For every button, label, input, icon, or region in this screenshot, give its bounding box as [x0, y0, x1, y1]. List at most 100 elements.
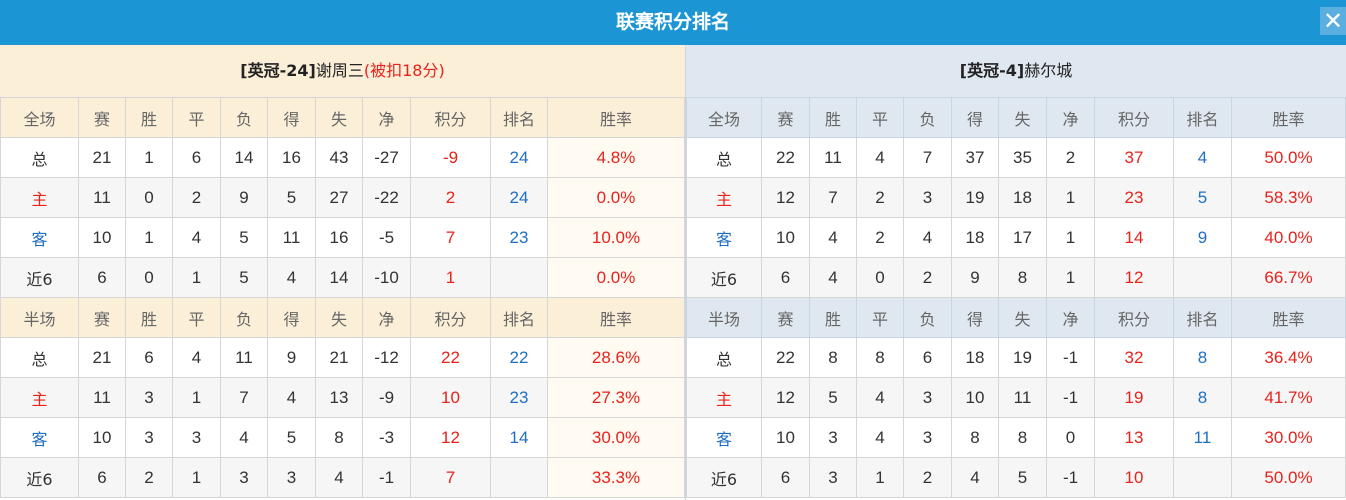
column-header-goal-diff: 净	[362, 297, 411, 338]
cell-played: 12	[761, 377, 810, 418]
cell-goals-against: 11	[998, 377, 1047, 418]
cell-lost: 11	[220, 337, 268, 378]
cell-win-rate: 33.3%	[547, 457, 685, 498]
cell-won: 3	[809, 457, 857, 498]
column-header-lost: 负	[903, 297, 952, 338]
cell-lost: 3	[903, 177, 952, 218]
cell-points: 37	[1094, 137, 1174, 178]
cell-drawn: 4	[172, 337, 221, 378]
cell-drawn: 1	[172, 257, 221, 298]
cell-drawn: 4	[856, 417, 904, 458]
cell-rank: 4	[1173, 137, 1232, 178]
home-standings-table: 全场赛胜平负得失净积分 排名 胜率总 21 1 6 14 16 43 -27 -9 24 4.8% 主 11…	[0, 97, 685, 498]
cell-won: 0	[125, 177, 173, 218]
cell-label: 主	[686, 377, 762, 418]
close-icon[interactable]: ✕	[1320, 7, 1346, 35]
cell-label: 近6	[686, 257, 762, 298]
table-row: 客 10 3 3 4 5 8 -3 12 14 30.0%	[0, 417, 685, 458]
cell-win-rate: 50.0%	[1231, 457, 1346, 498]
column-header-rank: 排名	[490, 97, 548, 138]
cell-goal-diff: -3	[362, 417, 411, 458]
cell-win-rate: 0.0%	[547, 177, 685, 218]
away-team-name[interactable]: 赫尔城	[1024, 61, 1073, 80]
cell-win-rate: 10.0%	[547, 217, 685, 258]
cell-goals-against: 43	[315, 137, 363, 178]
column-header-goal-diff: 净	[1046, 297, 1095, 338]
cell-goal-diff: 0	[1046, 417, 1095, 458]
cell-goals-against: 13	[315, 377, 363, 418]
cell-label: 总	[0, 137, 79, 178]
home-team-name[interactable]: 谢周三	[315, 61, 364, 80]
column-header-played: 赛	[78, 97, 126, 138]
cell-rank	[490, 257, 548, 298]
table-row: 主 12 7 2 3 19 18 1 23 5 58.3%	[686, 177, 1346, 218]
cell-played: 6	[761, 457, 810, 498]
cell-goals-for: 9	[951, 257, 999, 298]
cell-won: 7	[809, 177, 857, 218]
column-header-points: 积分	[1094, 97, 1174, 138]
cell-win-rate: 4.8%	[547, 137, 685, 178]
home-team-header: [英冠-24]谢周三(被扣18分)	[0, 45, 685, 97]
cell-points: 19	[1094, 377, 1174, 418]
column-header-label: 半场	[0, 297, 79, 338]
cell-points: 13	[1094, 417, 1174, 458]
table-row: 主 11 0 2 9 5 27 -22 2 24 0.0%	[0, 177, 685, 218]
cell-goals-for: 10	[951, 377, 999, 418]
cell-played: 22	[761, 137, 810, 178]
cell-goal-diff: -5	[362, 217, 411, 258]
column-header-label: 全场	[686, 97, 762, 138]
cell-goal-diff: -1	[362, 457, 411, 498]
column-header-goals-against: 失	[998, 297, 1047, 338]
cell-drawn: 4	[856, 137, 904, 178]
cell-rank: 14	[490, 417, 548, 458]
column-header-win-rate: 胜率	[1231, 297, 1346, 338]
away-team-panel: [英冠-4]赫尔城 全场赛胜平负得失净积分 排名 胜率总 22 11 4 7 37 35 2 37 4…	[685, 45, 1346, 500]
column-header-win-rate: 胜率	[547, 97, 685, 138]
cell-label: 客	[0, 417, 79, 458]
cell-points: 23	[1094, 177, 1174, 218]
cell-won: 3	[809, 417, 857, 458]
cell-goals-for: 5	[267, 417, 316, 458]
cell-drawn: 6	[172, 137, 221, 178]
away-team-league-rank: [英冠-4]	[959, 61, 1025, 80]
cell-points: 12	[1094, 257, 1174, 298]
cell-goals-against: 8	[998, 417, 1047, 458]
cell-goals-against: 18	[998, 177, 1047, 218]
cell-win-rate: 50.0%	[1231, 137, 1346, 178]
cell-rank: 24	[490, 177, 548, 218]
half-header-row: 半场赛胜平负得失净积分 排名 胜率	[686, 297, 1346, 338]
cell-drawn: 2	[856, 217, 904, 258]
away-team-header: [英冠-4]赫尔城	[686, 45, 1346, 97]
cell-lost: 4	[903, 217, 952, 258]
cell-goal-diff: -10	[362, 257, 411, 298]
column-header-goals-for: 得	[951, 97, 999, 138]
cell-lost: 7	[903, 137, 952, 178]
cell-lost: 9	[220, 177, 268, 218]
cell-rank: 5	[1173, 177, 1232, 218]
cell-goal-diff: 1	[1046, 177, 1095, 218]
table-row: 近6 6 4 0 2 9 8 1 12 66.7%	[686, 257, 1346, 298]
column-header-drawn: 平	[856, 97, 904, 138]
table-row: 主 11 3 1 7 4 13 -9 10 23 27.3%	[0, 377, 685, 418]
column-header-won: 胜	[809, 297, 857, 338]
column-header-rank: 排名	[1173, 297, 1232, 338]
cell-goal-diff: -1	[1046, 377, 1095, 418]
cell-won: 2	[125, 457, 173, 498]
cell-goals-for: 5	[267, 177, 316, 218]
column-header-won: 胜	[125, 297, 173, 338]
table-row: 近6 6 0 1 5 4 14 -10 1 0.0%	[0, 257, 685, 298]
column-header-rank: 排名	[1173, 97, 1232, 138]
column-header-played: 赛	[761, 97, 810, 138]
column-header-points: 积分	[1094, 297, 1174, 338]
cell-goals-against: 5	[998, 457, 1047, 498]
cell-lost: 3	[903, 417, 952, 458]
home-team-league-rank: [英冠-24]	[240, 61, 316, 80]
cell-label: 客	[0, 217, 79, 258]
cell-rank: 11	[1173, 417, 1232, 458]
cell-goal-diff: -9	[362, 377, 411, 418]
cell-win-rate: 41.7%	[1231, 377, 1346, 418]
cell-points: 32	[1094, 337, 1174, 378]
cell-goals-for: 11	[267, 217, 316, 258]
cell-rank: 8	[1173, 377, 1232, 418]
table-row: 客 10 1 4 5 11 16 -5 7 23 10.0%	[0, 217, 685, 258]
